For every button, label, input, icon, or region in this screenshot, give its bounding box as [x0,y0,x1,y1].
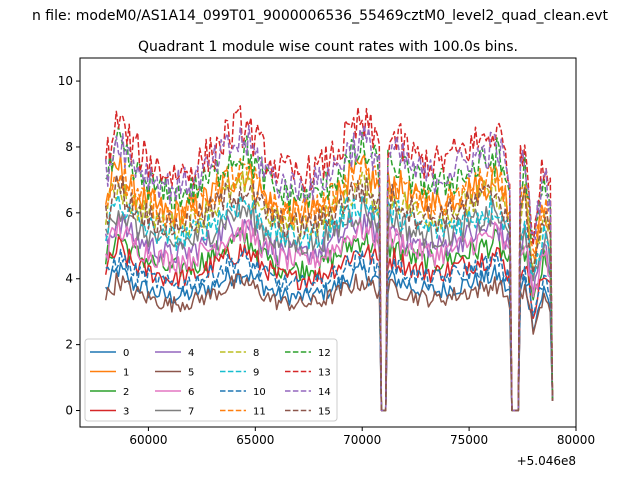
legend-label-14: 14 [318,387,331,398]
y-tick-label: 10 [58,74,73,88]
legend-label-6: 6 [188,387,194,398]
series-line-10 [105,247,554,412]
legend-label-12: 12 [318,348,331,359]
x-tick-label: 75000 [450,433,488,447]
series-line-15 [104,174,554,412]
y-axis: 0 2 4 6 8 10 [58,74,80,418]
series-line-14 [104,124,554,412]
legend-label-11: 11 [253,407,266,418]
x-axis: 60000 65000 70000 75000 80000 [129,427,595,447]
axes-frame [79,57,577,428]
legend-label-13: 13 [318,368,331,379]
series-line-6 [104,214,554,412]
series-line-0 [105,260,554,412]
legend-label-3: 3 [123,407,129,418]
x-tick-label: 60000 [129,433,167,447]
series-line-9 [104,193,554,412]
legend-label-0: 0 [123,348,129,359]
figure-suptitle: n file: modeM0/AS1A14_099T01_9000006536_… [32,8,609,24]
legend-label-9: 9 [253,368,259,379]
y-tick-label: 6 [65,206,73,220]
y-tick-label: 2 [65,338,73,352]
series-line-3 [104,236,554,412]
legend-label-15: 15 [318,407,331,418]
legend-label-5: 5 [188,368,194,379]
series-line-12 [105,126,554,412]
legend-label-4: 4 [188,348,194,359]
legend-label-8: 8 [253,348,259,359]
x-tick-label: 70000 [343,433,381,447]
legend-label-1: 1 [123,368,129,379]
legend-label-10: 10 [253,387,266,398]
legend-frame [84,338,338,422]
y-tick-label: 0 [65,404,73,418]
series-line-5 [104,272,554,412]
y-tick-label: 8 [65,140,73,154]
x-tick-label: 65000 [236,433,274,447]
legend-label-7: 7 [188,407,194,418]
chart-title: Quadrant 1 module wise count rates with … [138,39,518,55]
series-layer [104,105,554,412]
y-tick-label: 4 [65,272,73,286]
x-tick-label: 80000 [557,433,595,447]
legend-label-2: 2 [123,387,129,398]
x-offset-label: +5.046e8 [517,454,576,468]
